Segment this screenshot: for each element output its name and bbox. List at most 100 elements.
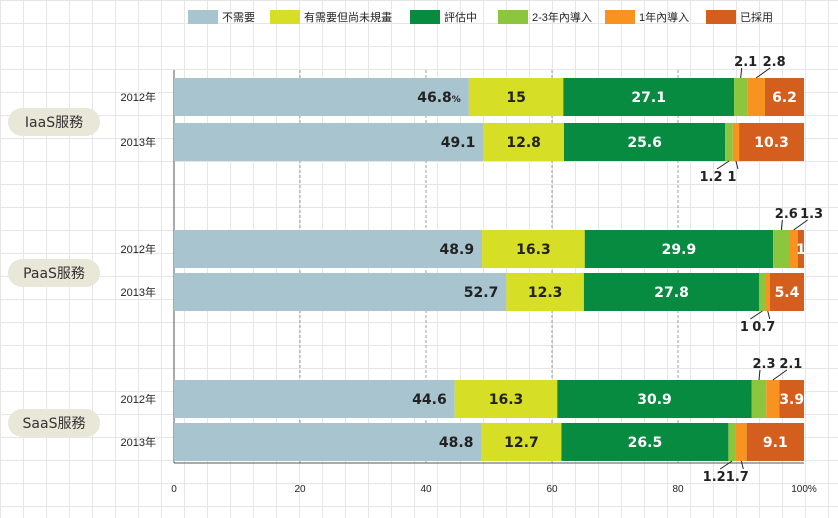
callout-line [772, 369, 788, 381]
legend-label: 有需要但尚未規畫 [304, 10, 392, 24]
bar-segment [751, 380, 767, 418]
legend-label: 已採用 [740, 10, 773, 24]
callout-line [750, 310, 763, 320]
bar-segment [468, 78, 564, 116]
bar-segment [789, 230, 798, 268]
data-label: 12.8 [506, 135, 541, 151]
bar-segment [584, 230, 774, 268]
data-label: 16.3 [489, 392, 524, 408]
data-label: 6.2 [772, 90, 797, 106]
x-tick-label: 20 [294, 484, 306, 495]
legend-swatch [410, 10, 440, 24]
group-label-pill [8, 259, 100, 287]
legend-swatch [706, 10, 736, 24]
data-label: 48.8 [439, 435, 474, 451]
bar-segment [174, 230, 483, 268]
callout-label: 1.2 [700, 170, 723, 185]
bar-segment [557, 380, 752, 418]
data-label: 48.9 [440, 242, 475, 258]
callout-line [740, 67, 743, 79]
legend-swatch [188, 10, 218, 24]
group-label: IaaS服務 [25, 115, 83, 131]
bar-segment [747, 78, 765, 116]
data-label: 3.9 [779, 392, 804, 408]
bar-segment [734, 78, 748, 116]
callout-label: 2.8 [763, 55, 786, 70]
data-label: 25.6 [627, 135, 662, 151]
data-label: 49.1 [441, 135, 476, 151]
legend-label: 2-3年內導入 [532, 10, 592, 24]
x-tick-label: 80 [672, 484, 684, 495]
callout-line [758, 369, 761, 381]
callout-line [780, 219, 783, 231]
group-label: SaaS服務 [23, 416, 86, 432]
bar-segment [563, 123, 726, 161]
data-label: 9.1 [763, 435, 788, 451]
bar-segment [506, 273, 584, 311]
legend-label: 評估中 [444, 10, 477, 24]
data-label: 12.3 [528, 285, 563, 301]
bar-segment [746, 423, 804, 461]
callout-label: 2.1 [734, 55, 757, 70]
callout-line [735, 160, 739, 170]
callout-label: 0.7 [752, 320, 775, 335]
bar-segment [735, 423, 747, 461]
data-label: 52.7 [464, 285, 499, 301]
callout-label: 1.7 [726, 470, 749, 485]
callout-label: 1 [740, 320, 749, 335]
callout-line [719, 460, 733, 470]
data-label: 29.9 [662, 242, 697, 258]
x-tick-label: 100% [791, 484, 817, 495]
data-label: 27.8 [654, 285, 689, 301]
bar-segment [759, 273, 766, 311]
bar-segment [583, 273, 760, 311]
bar-segment [174, 380, 455, 418]
bar-segment [174, 423, 482, 461]
callout-line [755, 67, 771, 79]
callout-line [740, 460, 744, 470]
bar-segment [769, 273, 804, 311]
bar-segment [766, 380, 780, 418]
legend-label: 1年內導入 [639, 10, 689, 24]
bar-segment [454, 380, 558, 418]
bar-segment [773, 230, 790, 268]
year-label: 2013年 [121, 285, 156, 299]
callout-label: 1.3 [800, 207, 823, 222]
bar-segment [481, 423, 562, 461]
bar-segment [174, 273, 507, 311]
data-label: 46.8% [417, 90, 461, 106]
group-label: PaaS服務 [23, 266, 85, 282]
data-label: 44.6 [412, 392, 447, 408]
group-label-pill [8, 108, 100, 136]
bar-segment [732, 123, 740, 161]
bar-segment [482, 230, 585, 268]
bar-segment [483, 123, 564, 161]
x-tick-label: 0 [171, 484, 177, 495]
callout-line [767, 310, 771, 320]
x-tick-label: 40 [420, 484, 432, 495]
year-label: 2012年 [121, 392, 156, 406]
year-label: 2013年 [121, 435, 156, 449]
data-label: 10.3 [754, 135, 789, 151]
data-label: 15 [506, 90, 525, 106]
bar-segment [563, 78, 735, 116]
bar-segment [765, 273, 770, 311]
data-label: 27.1 [631, 90, 666, 106]
year-label: 2013年 [121, 135, 156, 149]
bar-segment [739, 123, 804, 161]
data-label: 1 [796, 242, 806, 258]
data-label: 5.4 [775, 285, 800, 301]
callout-label: 2.6 [775, 207, 798, 222]
callout-label: 2.1 [779, 357, 802, 372]
bar-segment [174, 123, 484, 161]
callout-label: 1 [727, 170, 736, 185]
x-tick-label: 60 [546, 484, 558, 495]
bar-segment [728, 423, 736, 461]
data-label: 16.3 [516, 242, 551, 258]
legend-swatch [270, 10, 300, 24]
bar-segment [764, 78, 804, 116]
year-label: 2012年 [121, 242, 156, 256]
bar-segment [779, 380, 804, 418]
bar-segment [725, 123, 733, 161]
